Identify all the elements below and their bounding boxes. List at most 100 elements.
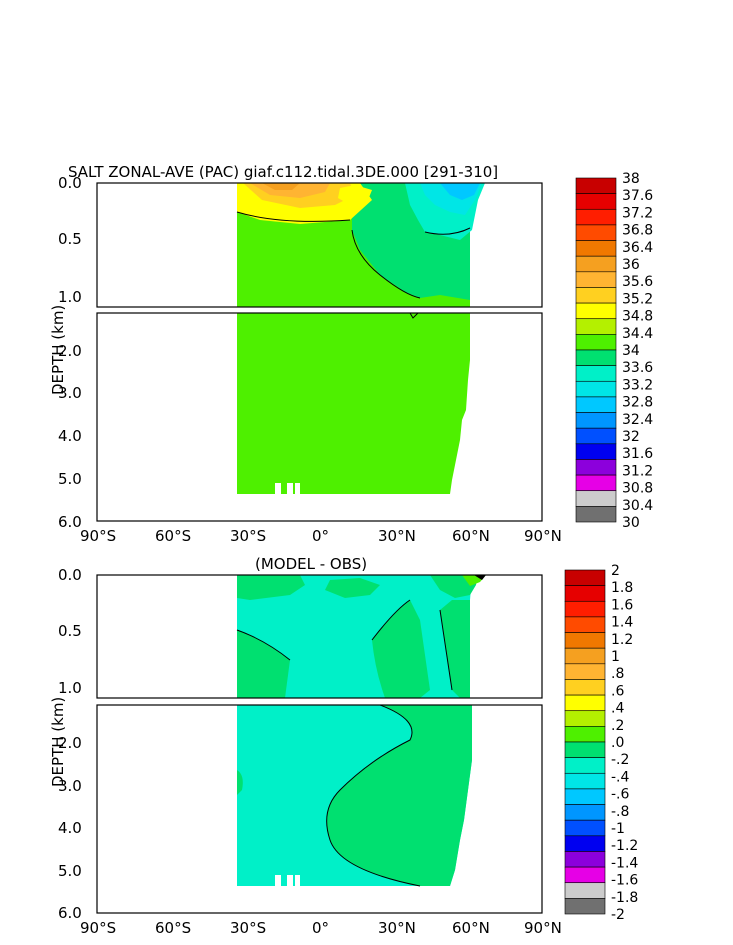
bottom-colorbar-label-16: -1.2 [611,838,638,854]
bottom-colorbar-swatch-13 [564,772,606,790]
bottom-ytick-5: 4.0 [58,819,82,837]
bottom-panel: (MODEL - OBS) [49,555,638,937]
top-colorbar-swatch-19 [575,474,617,492]
top-colorbar-swatch-6 [575,271,617,288]
bottom-upper-field [236,575,486,698]
top-colorbar-label-3: 36.8 [622,223,653,239]
bottom-xtick-3: 0° [312,919,329,937]
bottom-ylabel: DEPTH (km) [49,697,67,787]
bottom-colorbar-swatch-3 [564,616,606,633]
top-colorbar-label-7: 35.2 [622,291,653,307]
top-colorbar-label-6: 35.6 [622,274,653,290]
bottom-colorbar-label-1: 1.8 [611,580,633,596]
top-colorbar-label-9: 34.4 [622,326,653,342]
top-colorbar-swatch-5 [575,255,617,273]
bottom-colorbar: 21.81.61.41.21.8.6.4.2.0-.2-.4-.6-.8-1-1… [564,563,638,923]
bottom-colorbar-label-9: .2 [611,718,624,734]
bottom-colorbar-swatch-4 [564,632,606,649]
bottom-colorbar-label-5: 1 [611,649,620,665]
bottom-ytick-4: 3.0 [58,777,82,795]
top-colorbar-swatch-8 [575,302,617,320]
top-lower-field [237,312,470,494]
bottom-colorbar-swatch-10 [564,726,606,743]
top-colorbar-swatch-21 [575,506,617,523]
bottom-ytick-7: 6.0 [58,904,82,922]
top-xtick-2: 30°S [230,527,266,545]
bottom-colorbar-label-18: -1.6 [611,873,638,889]
top-y-ticks: 0.0 0.5 1.0 2.0 3.0 4.0 5.0 6.0 [58,174,82,531]
bottom-lower-field [237,704,472,887]
top-colorbar-swatch-20 [575,490,617,507]
bottom-upper-box [96,574,543,699]
top-colorbar-label-13: 32.8 [622,395,653,411]
top-colorbar-swatch-9 [575,318,617,335]
bottom-colorbar-swatch-7 [564,679,606,696]
bottom-colorbar-swatch-2 [564,600,606,618]
bottom-colorbar-label-7: .6 [611,683,624,699]
bottom-colorbar-label-20: -2 [611,907,625,923]
bottom-colorbar-label-11: -.2 [611,752,629,768]
bottom-colorbar-label-4: 1.2 [611,632,633,648]
top-colorbar-swatch-10 [575,334,617,351]
top-ytick-5: 4.0 [58,427,82,445]
bottom-colorbar-swatch-5 [564,647,606,665]
bottom-colorbar-swatch-6 [564,663,606,680]
top-xtick-6: 90°N [524,527,562,545]
bottom-colorbar-label-14: -.8 [611,804,629,820]
top-colorbar-swatch-0 [575,177,617,194]
bottom-colorbar-swatch-16 [564,819,606,837]
top-colorbar-label-20: 30 [622,515,640,531]
bottom-colorbar-label-3: 1.4 [611,615,633,631]
top-colorbar-swatch-15 [575,412,617,429]
top-colorbar-label-8: 34.8 [622,309,653,325]
top-ytick-4: 3.0 [58,384,82,402]
top-colorbar-label-11: 33.6 [622,360,653,376]
top-xtick-4: 30°N [378,527,416,545]
bottom-xtick-6: 90°N [524,919,562,937]
bottom-colorbar-label-13: -.6 [611,787,630,803]
bottom-colorbar-label-19: -1.8 [611,890,638,906]
top-colorbar-label-16: 31.6 [622,446,653,462]
top-colorbar-swatch-17 [575,443,617,460]
top-lower-frame [96,312,543,522]
top-xtick-5: 60°N [452,527,490,545]
top-xtick-1: 60°S [155,527,191,545]
top-colorbar-swatch-13 [575,380,617,398]
top-colorbar-swatch-7 [575,287,617,304]
bottom-xtick-1: 60°S [155,919,191,937]
bottom-colorbar-swatch-12 [564,757,606,774]
top-panel-title: SALT ZONAL-AVE (PAC) giaf.c112.tidal.3DE… [68,163,498,181]
bottom-x-ticks: 90°S 60°S 30°S 0° 30°N 60°N 90°N [80,919,562,937]
bottom-y-ticks: 0.0 0.5 1.0 2.0 3.0 4.0 5.0 6.0 [58,566,82,922]
top-colorbar-label-0: 38 [622,171,640,187]
top-colorbar-label-17: 31.2 [622,463,653,479]
bottom-colorbar-label-15: -1 [611,821,625,837]
top-xtick-3: 0° [312,527,329,545]
bottom-colorbar-swatch-15 [564,804,606,821]
bottom-xtick-2: 30°S [230,919,266,937]
bottom-ytick-0: 0.0 [58,566,82,584]
top-colorbar-label-1: 37.6 [622,188,653,204]
top-colorbar-swatch-11 [575,349,617,366]
bottom-colorbar-label-17: -1.4 [611,855,638,871]
top-colorbar-label-5: 36 [622,257,640,273]
top-colorbar-label-4: 36.4 [622,240,653,256]
bottom-colorbar-swatch-8 [564,694,606,712]
top-upper-field [236,183,485,307]
top-xtick-0: 90°S [80,527,116,545]
bottom-colorbar-label-12: -.4 [611,769,630,785]
top-ytick-0: 0.0 [58,174,82,192]
bottom-colorbar-label-0: 2 [611,563,620,579]
bottom-colorbar-swatch-17 [564,835,606,852]
top-upper-frame [96,182,543,308]
top-colorbar: 3837.637.236.836.43635.635.234.834.43433… [575,171,653,531]
top-x-ticks: 90°S 60°S 30°S 0° 30°N 60°N 90°N [80,527,562,545]
top-ytick-7: 6.0 [58,513,82,531]
bottom-ytick-1: 0.5 [58,622,82,640]
top-colorbar-swatch-14 [575,396,617,413]
top-ytick-2: 1.0 [58,288,82,306]
bottom-xtick-5: 60°N [452,919,490,937]
bottom-colorbar-swatch-21 [564,898,606,915]
top-ylabel: DEPTH (km) [49,305,67,395]
